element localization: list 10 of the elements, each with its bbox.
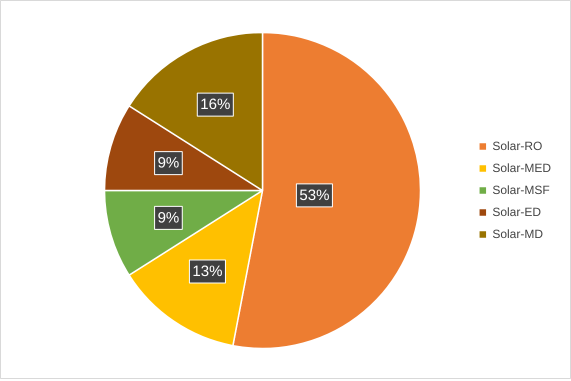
data-label: 16% — [200, 96, 230, 114]
data-label: 9% — [158, 154, 180, 172]
legend-label: Solar-MD — [492, 226, 543, 240]
legend-label: Solar-MSF — [492, 182, 550, 196]
data-label: 9% — [158, 209, 180, 226]
data-label: 13% — [192, 263, 222, 280]
legend-label: Solar-RO — [492, 138, 542, 152]
data-label: 53% — [299, 186, 330, 204]
legend-label: Solar-ED — [492, 204, 541, 218]
legend-label: Solar-MED — [492, 160, 551, 174]
